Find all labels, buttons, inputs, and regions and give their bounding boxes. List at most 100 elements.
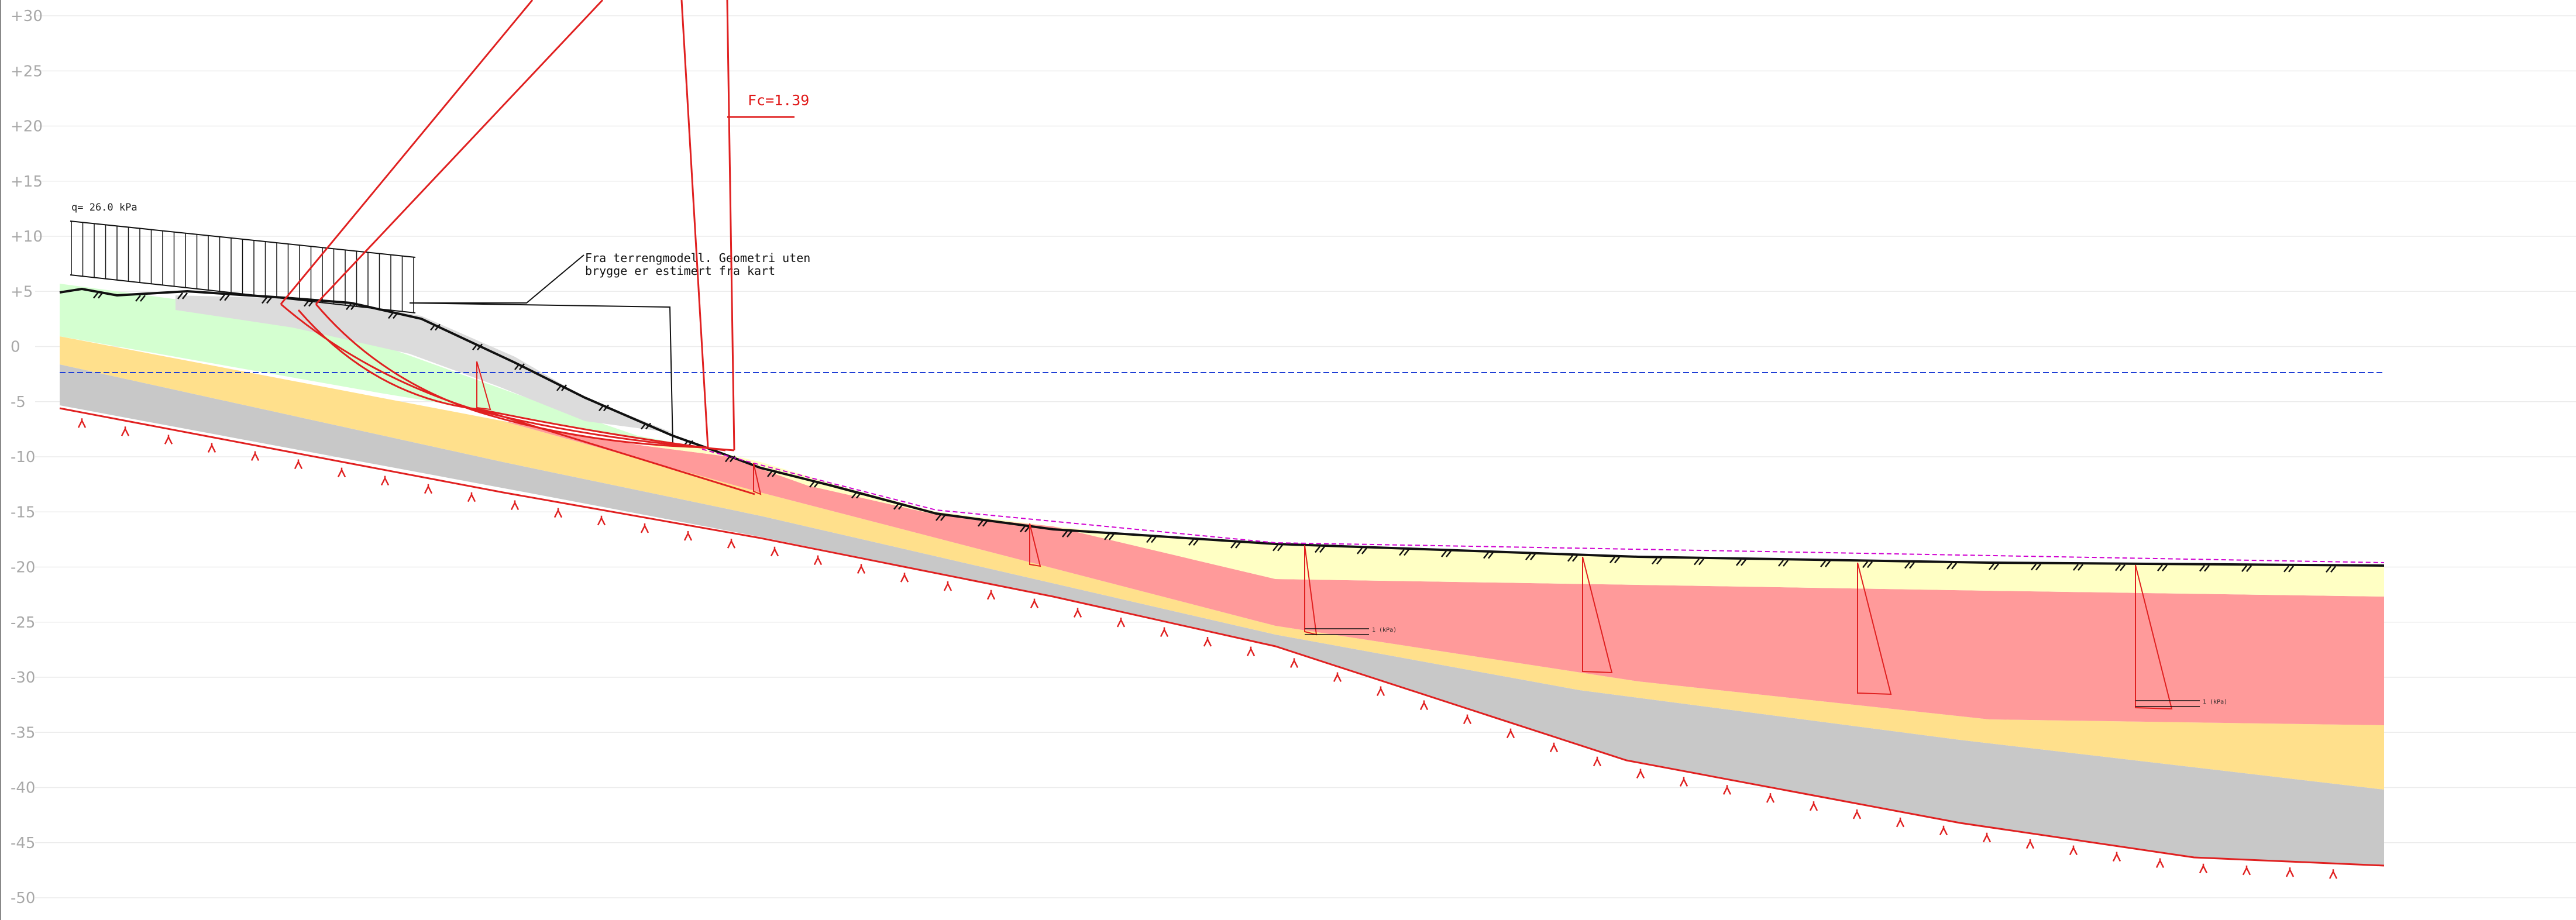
hatch-mark (1736, 559, 1742, 566)
bedrock-marker (2285, 867, 2295, 877)
hatch-mark (1020, 525, 1026, 533)
elevation-tick-label: +30 (11, 8, 43, 25)
hatch-mark (1989, 563, 1994, 570)
hatch-mark (1277, 544, 1283, 552)
hatch-mark (1404, 549, 1409, 556)
hatch-mark (472, 343, 478, 351)
dry-crust-layer (644, 446, 2384, 597)
hatch-mark (350, 303, 356, 311)
bedrock-marker (727, 539, 736, 549)
terrain-hatching (93, 291, 2336, 573)
hatch-mark (1483, 552, 1489, 559)
hatch-mark (2241, 565, 2247, 572)
bedrock-marker (1116, 617, 1126, 628)
hatch-mark (725, 455, 731, 463)
hatch-mark (388, 312, 394, 319)
hatch-mark (556, 384, 562, 391)
hatch-mark (2120, 564, 2126, 571)
hatch-mark (93, 291, 99, 299)
hatch-mark (1272, 544, 1278, 552)
hatch-mark (1441, 550, 1447, 557)
hatch-mark (851, 491, 857, 499)
bedrock-boundary (59, 407, 2385, 867)
bedrock-marker (1766, 793, 1775, 803)
hatch-mark (2199, 564, 2205, 572)
hatch-mark (772, 470, 778, 477)
elevation-tick-label: +25 (11, 63, 43, 80)
hatch-mark (1614, 556, 1620, 564)
hatch-mark (1567, 554, 1573, 562)
elevation-tick-labels: +30 +25 +20 +15 +10 +5 0 -5 -10 -15 -20 -25 -30 -35 -4… (11, 8, 43, 907)
bedrock-marker (2199, 863, 2208, 874)
hatch-mark (898, 503, 904, 510)
hatch-mark (561, 384, 567, 391)
hatch-mark (1062, 530, 1068, 537)
elevation-tick-label: -25 (11, 614, 35, 632)
bedrock-marker (2329, 869, 2338, 879)
hatch-mark (1909, 561, 1915, 569)
hatch-mark (1862, 561, 1868, 568)
hatch-mark (1741, 559, 1746, 566)
bedrock-marker (900, 573, 909, 583)
bedrock-marker (1246, 646, 1256, 657)
bedrock-marker (424, 484, 433, 494)
annotation-line-2: brygge er estimert fra kart (585, 264, 775, 278)
hatch-mark (177, 292, 183, 299)
hatch-mark (2157, 564, 2163, 571)
hatch-mark (219, 294, 225, 301)
bedrock-marker (1982, 832, 1992, 843)
profile-scale-tag-1: 1 (kPa) (1372, 627, 1397, 633)
bedrock-marker (1463, 714, 1472, 725)
hatch-mark (809, 481, 815, 488)
hatch-mark (2073, 564, 2079, 571)
hatch-mark (1778, 560, 1784, 567)
bedrock-marker (640, 523, 649, 533)
bedrock-marker (1852, 809, 1862, 819)
elevation-tick-label: -30 (11, 669, 35, 687)
elevation-tick-label: -45 (11, 835, 35, 852)
bedrock-marker (467, 492, 476, 502)
bedrock-marker (294, 459, 303, 470)
jetty-fill-grey (176, 295, 673, 433)
hatch-mark (2162, 564, 2168, 571)
bedrock-marker (813, 555, 823, 566)
elevation-tick-label: -40 (11, 780, 35, 797)
hatch-mark (1993, 563, 1999, 570)
sand-layer-yellow (60, 336, 2384, 790)
bedrock-marker (1419, 700, 1429, 711)
bedrock-marker (597, 515, 606, 526)
hatch-mark (1694, 558, 1700, 566)
elevation-tick-label: 0 (11, 339, 20, 356)
hatch-mark (2283, 565, 2289, 573)
bedrock-marker (207, 443, 216, 453)
hatch-mark (1146, 536, 1152, 543)
bedrock-marker (2112, 852, 2121, 862)
bedrock-marker (2069, 845, 2078, 856)
hatch-mark (982, 519, 988, 527)
hatch-mark (730, 455, 735, 463)
hatch-mark (1361, 547, 1367, 554)
bedrock-marker (1939, 825, 1948, 836)
clay-layer-red (503, 421, 2384, 725)
elevation-tick-label: -15 (11, 504, 35, 521)
bedrock-marker (1333, 672, 1342, 683)
bedrock-marker (1289, 658, 1299, 668)
hatch-mark (98, 291, 104, 299)
bedrock-marker (1073, 608, 1082, 618)
bedrock-marker (1679, 777, 1688, 787)
hatch-mark (1446, 550, 1452, 557)
hatch-mark (1783, 560, 1789, 567)
hatch-mark (1951, 563, 1957, 570)
hatch-mark (2330, 566, 2336, 573)
hatch-mark (1319, 546, 1325, 553)
bedrock-marker (683, 531, 693, 541)
elevation-tick-label: -20 (11, 559, 35, 577)
hatch-mark (1188, 539, 1194, 546)
hatch-mark (1357, 547, 1363, 554)
bedrock-marker (1376, 686, 1385, 697)
hatch-mark (1946, 563, 1952, 570)
bedrock-marker (2242, 865, 2251, 876)
bedrock-marker (770, 546, 779, 557)
hatch-mark (2035, 563, 2041, 571)
